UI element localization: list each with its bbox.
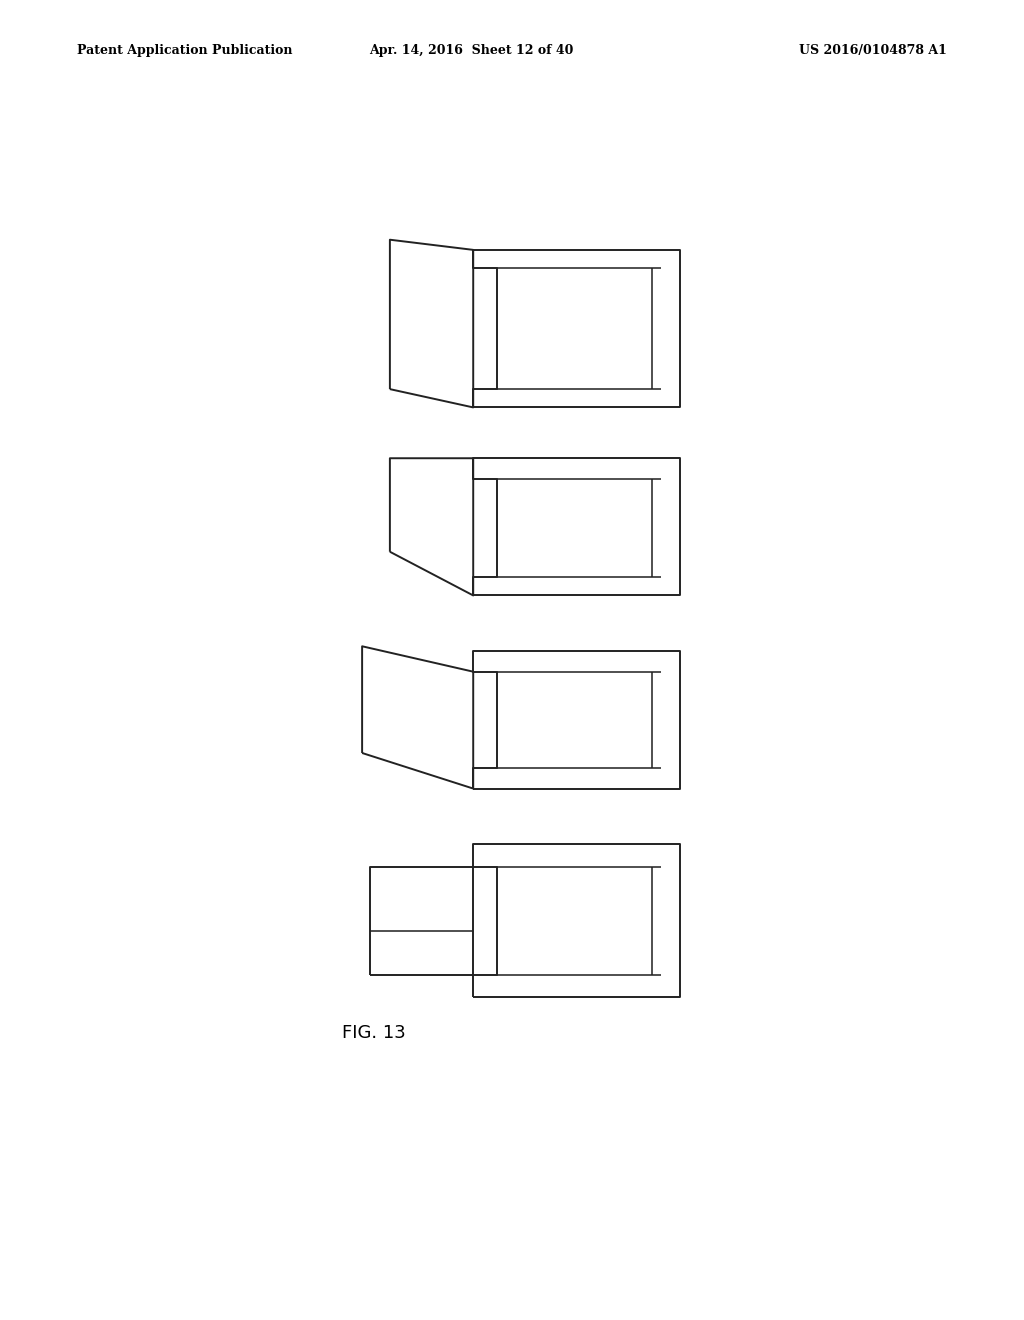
Text: Apr. 14, 2016  Sheet 12 of 40: Apr. 14, 2016 Sheet 12 of 40 — [369, 44, 573, 57]
Text: FIG. 13: FIG. 13 — [342, 1024, 407, 1043]
Text: US 2016/0104878 A1: US 2016/0104878 A1 — [800, 44, 947, 57]
Text: Patent Application Publication: Patent Application Publication — [77, 44, 292, 57]
